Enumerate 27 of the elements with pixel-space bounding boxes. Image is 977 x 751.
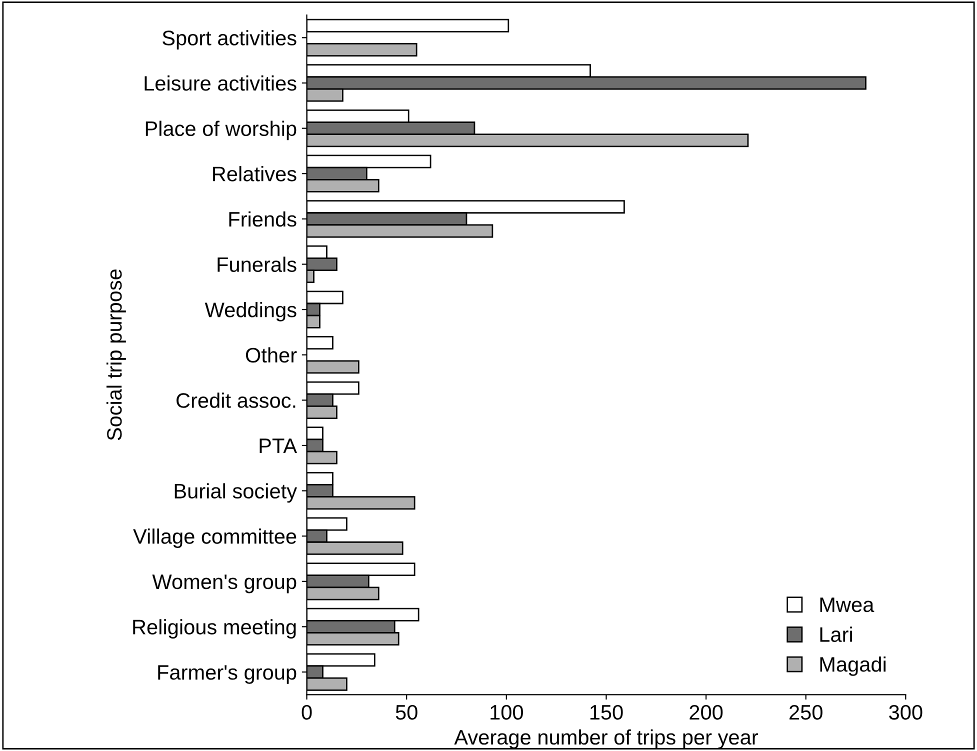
x-tick-label: 100 (490, 704, 523, 720)
y-tick-label: Place of worship (146, 120, 296, 140)
y-tick-label: Religious meeting (133, 619, 296, 639)
x-tick-label: 150 (590, 704, 623, 720)
y-tick-label: Women's group (152, 574, 296, 594)
legend-label: Magadi (820, 656, 886, 676)
x-tick-label: 200 (690, 704, 723, 720)
y-axis-title: Social trip purpose (106, 269, 126, 440)
y-tick-label: Friends (229, 211, 296, 227)
y-tick-label: Sport activities (162, 30, 296, 50)
y-tick-label: Leisure activities (144, 75, 296, 91)
y-tick-label: Credit assoc. (176, 392, 296, 408)
x-tick-label: 50 (396, 704, 418, 720)
y-tick-label: Weddings (204, 302, 296, 322)
x-tick-label: 250 (790, 704, 822, 720)
y-tick-label: PTA (260, 438, 298, 454)
x-axis-title: Average number of trips per year (454, 729, 758, 749)
legend-label: Mwea (820, 598, 874, 612)
legend-label: Lari (820, 626, 852, 642)
y-tick-label: Funerals (218, 256, 296, 272)
y-tick-label: Village committee (133, 528, 296, 548)
y-tick-label: Relatives (213, 166, 296, 182)
y-tick-label: Burial society (174, 483, 298, 503)
y-tick-label: Farmer's group (158, 665, 296, 684)
x-tick-label: 300 (889, 704, 922, 720)
y-tick-label: Other (246, 347, 297, 363)
x-tick-label: 0 (302, 704, 312, 720)
